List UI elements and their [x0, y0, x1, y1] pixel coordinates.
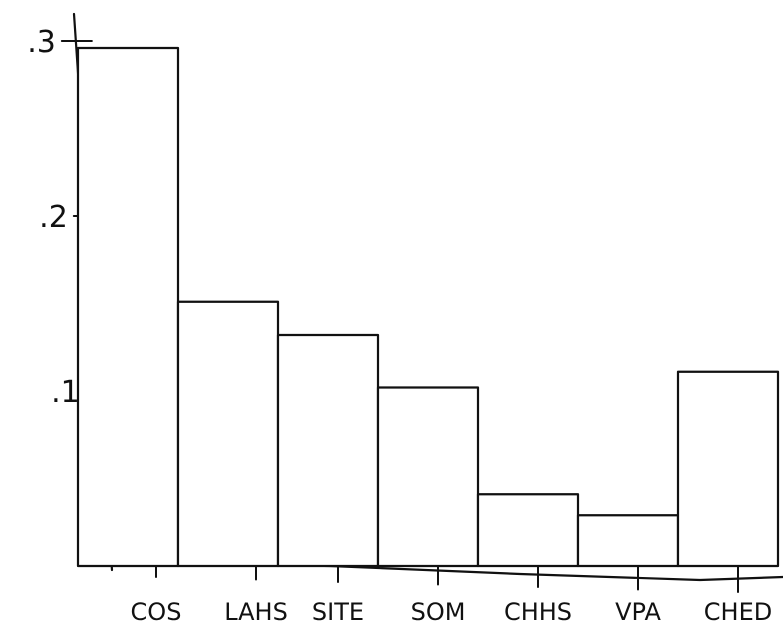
x-tick-label-vpa: VPA	[615, 598, 661, 626]
bar-ched	[676, 370, 780, 568]
x-tick-label-som: SOM	[411, 598, 466, 626]
bar-lahs	[176, 300, 280, 568]
bar-site	[276, 333, 380, 568]
x-tick-label-lahs: LAHS	[224, 598, 288, 626]
bars	[76, 46, 780, 568]
x-tick-label-ched: CHED	[704, 598, 772, 626]
labels: .1 .2 .3 COS LAHS SITE SOM CHHS VPA CHED	[27, 25, 772, 626]
bar-chhs	[476, 493, 580, 568]
y-tick-label-2: .2	[39, 200, 68, 235]
x-tick-label-chhs: CHHS	[504, 598, 572, 626]
x-tick-label-cos: COS	[131, 598, 182, 626]
y-tick-label-3: .3	[27, 25, 56, 60]
bar-vpa	[576, 514, 680, 568]
bar-cos	[76, 46, 180, 568]
x-tick-label-site: SITE	[312, 598, 364, 626]
y-tick-label-1: .1	[51, 375, 80, 410]
bar-som	[376, 386, 480, 568]
